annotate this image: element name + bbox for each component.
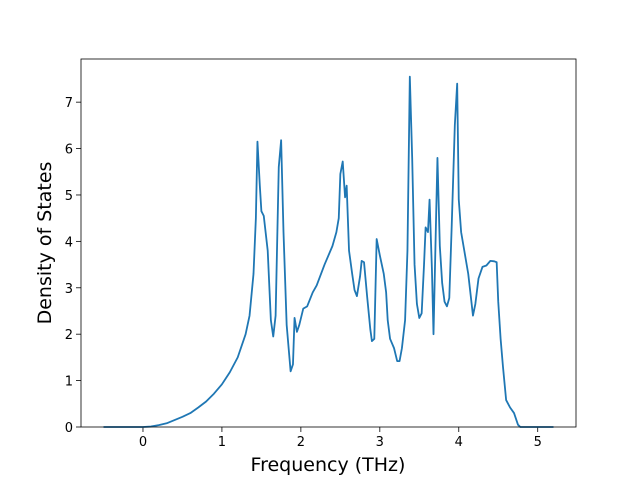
y-tick-label: 4 <box>65 235 73 250</box>
y-tick-label: 3 <box>65 282 73 297</box>
y-tick-label: 1 <box>65 375 73 390</box>
line-series <box>103 75 554 428</box>
plot-frame <box>80 58 577 428</box>
x-tick-label: 4 <box>455 435 463 450</box>
x-axis-label: Frequency (THz) <box>251 454 406 476</box>
y-tick-label: 2 <box>65 328 73 343</box>
y-tick-label: 6 <box>65 143 73 158</box>
y-tick-label: 7 <box>65 96 73 111</box>
x-tick-label: 1 <box>218 435 226 450</box>
y-tick-label: 5 <box>65 189 73 204</box>
y-tick-label: 0 <box>65 421 73 436</box>
y-axis-label: Density of States <box>34 162 56 325</box>
x-tick-label: 5 <box>534 435 542 450</box>
x-tick-label: 0 <box>139 435 147 450</box>
x-tick-label: 3 <box>376 435 384 450</box>
x-tick-label: 2 <box>297 435 305 450</box>
